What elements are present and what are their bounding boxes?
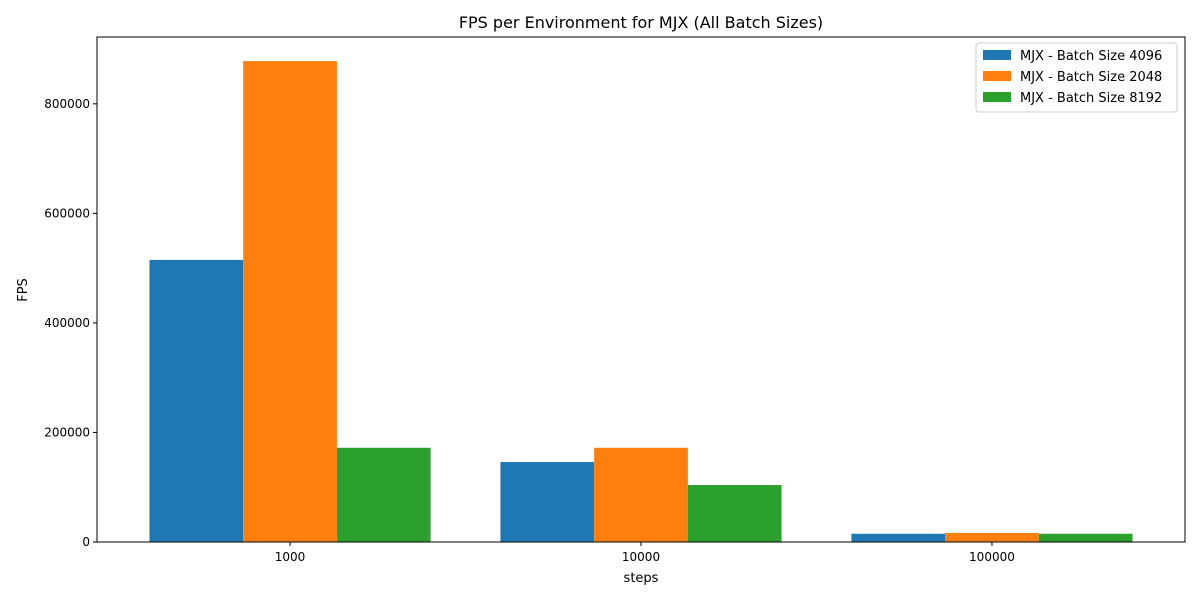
bar-10000-series-2 <box>594 447 688 542</box>
legend-swatch-3 <box>983 92 1011 102</box>
bar-1000-series-3 <box>336 447 431 542</box>
legend-swatch-1 <box>983 50 1011 60</box>
bar-100000-series-3 <box>1038 533 1133 542</box>
bar-1000-series-2 <box>243 61 337 542</box>
x-tick-label: 1000 <box>275 550 306 564</box>
x-tick-label: 100000 <box>969 550 1015 564</box>
y-axis-label: FPS <box>16 278 31 302</box>
chart-title: FPS per Environment for MJX (All Batch S… <box>459 13 823 32</box>
legend-swatch-2 <box>983 71 1011 81</box>
bar-1000-series-1 <box>149 259 244 542</box>
bar-10000-series-1 <box>500 462 595 542</box>
y-tick-label: 200000 <box>44 425 90 439</box>
x-tick-label: 10000 <box>622 550 660 564</box>
bar-100000-series-1 <box>851 533 946 542</box>
y-tick-label: 600000 <box>44 206 90 220</box>
legend-label-3: MJX - Batch Size 8192 <box>1020 91 1162 106</box>
legend: MJX - Batch Size 4096 MJX - Batch Size 20… <box>975 42 1178 113</box>
legend-label-2: MJX - Batch Size 2048 <box>1020 70 1162 85</box>
y-axis: 0 200000 400000 600000 800000 <box>44 97 97 549</box>
legend-label-1: MJX - Batch Size 4096 <box>1020 49 1162 64</box>
bar-10000-series-3 <box>687 485 782 542</box>
x-axis: 1000 10000 100000 <box>275 542 1015 564</box>
legend-frame <box>975 42 1178 113</box>
bars-group <box>149 61 1133 542</box>
y-tick-label: 400000 <box>44 316 90 330</box>
bar-100000-series-2 <box>945 532 1039 542</box>
y-tick-label: 800000 <box>44 97 90 111</box>
x-axis-label: steps <box>624 571 659 586</box>
y-tick-label: 0 <box>82 535 90 549</box>
